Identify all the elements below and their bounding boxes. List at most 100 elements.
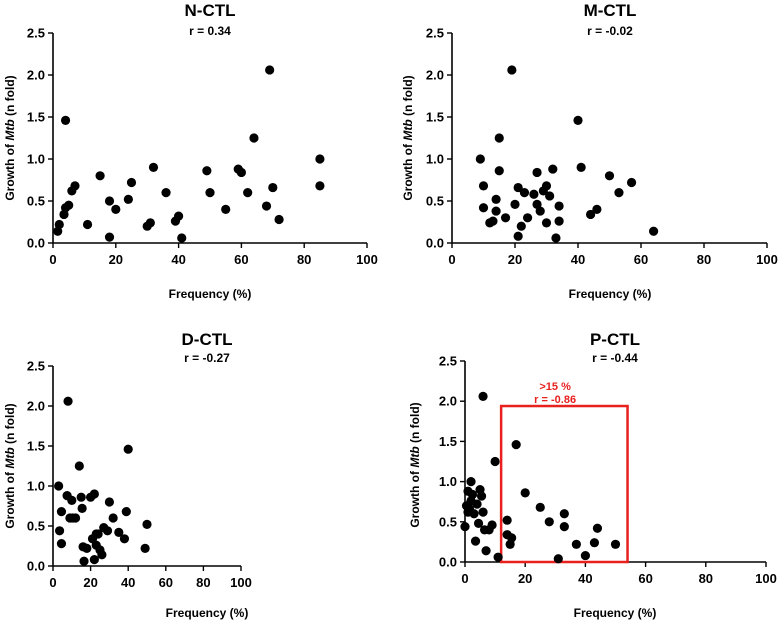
x-axis-label: Frequency (%) [169, 287, 252, 301]
data-point [604, 171, 615, 181]
data-point [70, 513, 81, 523]
data-point [513, 182, 523, 193]
data-point [467, 489, 478, 500]
data-point [487, 520, 497, 530]
data-point [123, 444, 133, 454]
data-point [470, 536, 481, 546]
data-point [529, 189, 539, 199]
data-point [466, 477, 476, 487]
data-point [545, 191, 555, 201]
data-point [77, 503, 87, 513]
data-point [472, 499, 482, 509]
data-point [532, 167, 542, 178]
panel-title: M-CTL [584, 1, 637, 20]
y-axis-label-italic: Mtb [408, 446, 422, 467]
data-point [82, 543, 92, 554]
data-point [205, 188, 215, 198]
y-tick-label: 0.5 [27, 519, 45, 534]
y-axis-label: Growth of Mtb (n fold) [401, 75, 415, 200]
y-axis-label-italic: Mtb [3, 119, 17, 140]
data-point [478, 507, 488, 517]
x-axis-label: Frequency (%) [166, 606, 249, 620]
data-point [614, 188, 624, 198]
panel-title: D-CTL [182, 330, 233, 349]
data-point [592, 523, 603, 533]
y-tick-label: 0.5 [426, 194, 444, 209]
panel-d-ctl: D-CTL r = -0.27 Frequency (%) Growth of … [3, 330, 252, 620]
data-point [82, 219, 93, 230]
data-point [478, 181, 489, 191]
y-tick-label: 2.0 [27, 399, 45, 414]
data-point [559, 509, 569, 519]
data-point [573, 115, 583, 125]
data-point [64, 200, 74, 210]
data-point [140, 543, 150, 554]
data-point [548, 164, 558, 174]
data-point [473, 518, 484, 529]
y-axis-label-part: (n fold) [3, 403, 17, 447]
data-point [541, 218, 552, 228]
data-point [586, 209, 596, 220]
x-tick-label: 60 [638, 571, 652, 586]
data-point [89, 555, 99, 565]
data-point [490, 456, 500, 467]
data-point [145, 218, 155, 228]
y-tick-label: 0.0 [27, 559, 45, 574]
y-tick-label: 0.0 [27, 236, 45, 251]
plot-area: 0.0 0.5 1.0 1.5 2.0 2.5 0 20 40 60 80 100 [426, 26, 778, 268]
data-point [500, 213, 511, 223]
data-point [70, 181, 80, 191]
data-point [592, 204, 602, 214]
data-point [520, 488, 530, 498]
y-axis-label-italic: Mtb [3, 447, 17, 468]
y-tick-label: 2.0 [439, 394, 457, 409]
data-point [488, 216, 498, 226]
data-point [507, 65, 517, 75]
data-point [476, 491, 487, 501]
x-tick-label: 0 [448, 252, 455, 267]
data-point [523, 213, 533, 223]
data-point [544, 517, 554, 527]
y-tick-label: 1.5 [426, 110, 444, 125]
data-point [261, 201, 272, 211]
x-tick-label: 40 [571, 252, 585, 267]
panel-correlation: r = 0.34 [189, 24, 231, 38]
data-point [236, 167, 246, 178]
x-tick-label: 20 [518, 571, 532, 586]
data-point [626, 177, 637, 188]
data-point [111, 204, 121, 214]
y-tick-label: 1.0 [27, 479, 45, 494]
data-point [56, 539, 67, 549]
data-point [104, 232, 115, 242]
data-point [54, 481, 64, 491]
data-point [535, 502, 545, 512]
y-axis-label: Growth of Mtb (n fold) [3, 403, 17, 528]
data-point [265, 65, 275, 75]
data-point [93, 529, 103, 539]
data-point [475, 154, 485, 164]
panel-title: P-CTL [590, 330, 640, 349]
x-tick-label: 100 [356, 252, 378, 267]
x-tick-label: 0 [461, 571, 468, 586]
x-tick-label: 20 [508, 252, 522, 267]
panel-correlation: r = -0.02 [587, 24, 633, 38]
data-point [177, 233, 187, 243]
data-point [460, 522, 470, 532]
data-point [507, 533, 517, 543]
data-point [493, 552, 503, 562]
y-tick-label: 2.5 [27, 26, 45, 41]
data-point [580, 550, 591, 561]
data-point [108, 513, 118, 523]
y-axis-label: Growth of Mtb (n fold) [3, 75, 17, 200]
data-point [148, 162, 159, 172]
x-tick-label: 100 [756, 252, 778, 267]
data-point [315, 181, 325, 191]
x-tick-label: 20 [83, 575, 97, 590]
y-axis-label-part: (n fold) [3, 75, 17, 119]
data-point [469, 509, 479, 519]
y-tick-label: 1.0 [426, 152, 444, 167]
x-tick-label: 80 [697, 252, 711, 267]
data-point [315, 154, 325, 164]
data-point [481, 546, 491, 556]
data-point [535, 206, 545, 216]
